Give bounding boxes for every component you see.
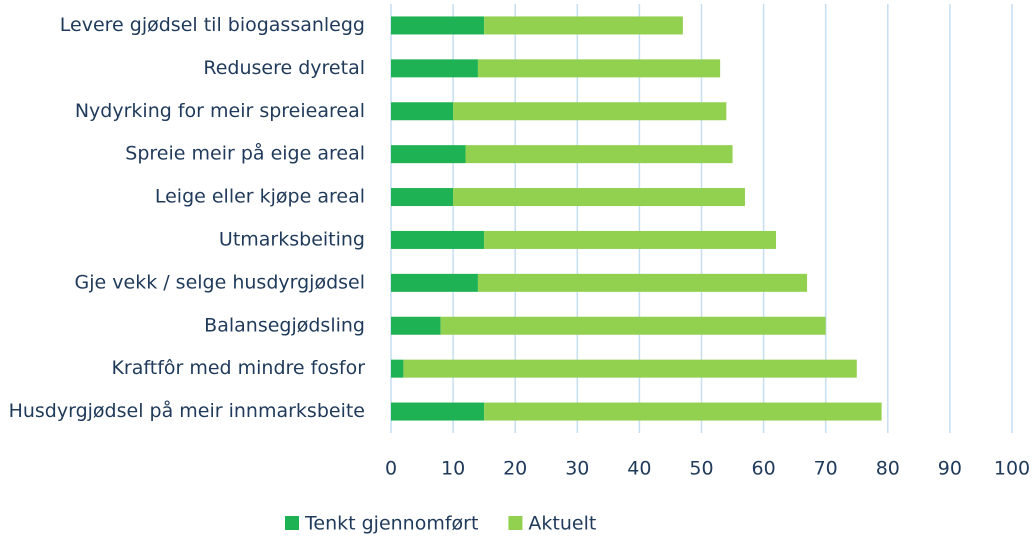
legend-swatch bbox=[508, 516, 523, 530]
x-tick-label: 80 bbox=[876, 458, 900, 480]
bar-segment bbox=[453, 102, 727, 121]
legend-swatch bbox=[285, 516, 299, 530]
y-tick-label: Gje vekk / selge husdyrgjødsel bbox=[75, 271, 365, 293]
y-tick-label: Redusere dyretal bbox=[203, 57, 365, 79]
y-tick-label: Levere gjødsel til biogassanlegg bbox=[60, 14, 365, 36]
bar-segment bbox=[391, 359, 404, 378]
x-tick-label: 0 bbox=[385, 458, 397, 480]
bar-segment bbox=[477, 273, 808, 292]
x-tick-label: 50 bbox=[689, 458, 713, 480]
bar-segment bbox=[391, 188, 454, 207]
x-tick-label: 30 bbox=[565, 458, 589, 480]
bar-segment bbox=[391, 316, 441, 335]
bar-segment bbox=[484, 16, 683, 35]
bar-segment bbox=[391, 273, 478, 292]
bar-segment bbox=[477, 59, 721, 78]
y-tick-label: Kraftfôr med mindre fosfor bbox=[111, 357, 365, 379]
legend-label: Tenkt gjennomført bbox=[304, 513, 478, 535]
legend-label: Aktuelt bbox=[528, 513, 596, 535]
y-tick-label: Utmarksbeiting bbox=[219, 228, 365, 250]
bar-segment bbox=[484, 230, 777, 249]
y-tick-label: Leige eller kjøpe areal bbox=[155, 186, 365, 208]
y-tick-label: Husdyrgjødsel på meir innmarksbeite bbox=[9, 399, 365, 422]
x-tick-label: 10 bbox=[441, 458, 465, 480]
bar-segment bbox=[391, 230, 485, 249]
x-tick-label: 90 bbox=[938, 458, 962, 480]
bar-segment bbox=[453, 188, 745, 207]
x-tick-label: 20 bbox=[503, 458, 527, 480]
bar-segment bbox=[391, 59, 478, 78]
x-tick-label: 70 bbox=[814, 458, 838, 480]
bar-segment bbox=[391, 102, 454, 121]
bar-segment bbox=[484, 402, 882, 421]
bar-segment bbox=[403, 359, 857, 378]
y-tick-label: Nydyrking for meir spreieareal bbox=[75, 100, 365, 122]
bar-segment bbox=[465, 145, 733, 164]
y-tick-label: Balansegjødsling bbox=[204, 314, 365, 336]
bar-segment bbox=[391, 402, 485, 421]
bar-segment bbox=[391, 145, 466, 164]
bar-segment bbox=[440, 316, 826, 335]
bar-segment bbox=[391, 16, 485, 35]
x-tick-label: 40 bbox=[627, 458, 651, 480]
y-tick-label: Spreie meir på eige areal bbox=[125, 142, 365, 165]
x-tick-label: 60 bbox=[752, 458, 776, 480]
x-tick-label: 100 bbox=[994, 458, 1030, 480]
